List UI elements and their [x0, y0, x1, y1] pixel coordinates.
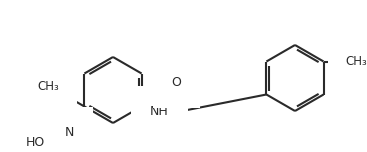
Text: O: O: [172, 76, 182, 89]
Text: NH: NH: [150, 105, 169, 118]
Text: CH₃: CH₃: [38, 81, 59, 93]
Text: HO: HO: [26, 136, 45, 149]
Text: N: N: [65, 126, 75, 139]
Text: CH₃: CH₃: [346, 55, 367, 68]
